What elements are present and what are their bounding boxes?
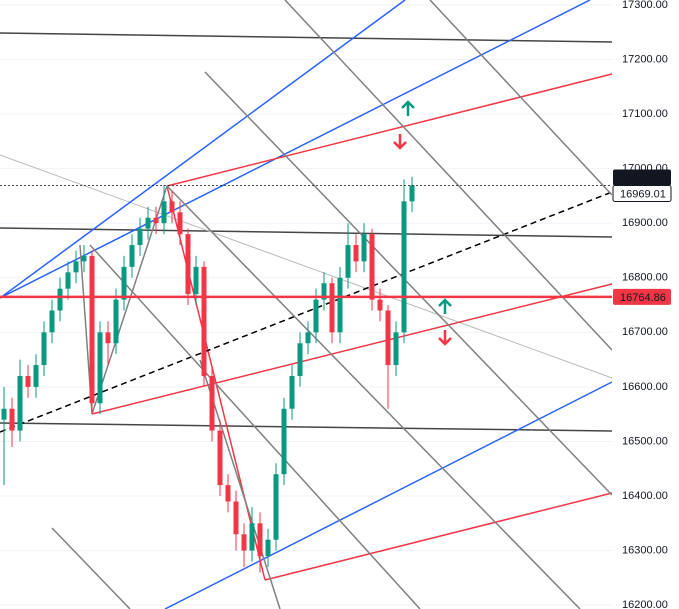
candle-body: [201, 266, 207, 376]
trend-line: [0, 422, 613, 432]
candle-body: [281, 408, 287, 475]
y-tick-label: 16700.00: [622, 326, 668, 338]
candle-body: [57, 288, 63, 311]
candle-body: [305, 332, 311, 344]
candle-body: [361, 234, 367, 262]
price-label-box: [613, 169, 671, 186]
candle-body: [233, 501, 239, 535]
trend-line: [0, 0, 591, 299]
candle-body: [1, 408, 7, 420]
candle-body: [161, 201, 167, 224]
candle-body: [145, 217, 151, 229]
candle-body: [177, 212, 183, 235]
trend-line: [0, 32, 613, 43]
drawings: [0, 0, 613, 609]
parallel-line: [89, 244, 421, 609]
candle-body: [49, 310, 55, 333]
candle-body: [9, 408, 15, 431]
y-tick-label: 17300.00: [622, 0, 668, 11]
candle-body: [89, 255, 95, 404]
candles: [0, 176, 612, 573]
y-tick-label: 17200.00: [622, 53, 668, 65]
price-label: 16764.86: [620, 292, 666, 304]
candle-body: [169, 201, 175, 213]
candle-body: [81, 255, 87, 262]
candle-body: [329, 283, 335, 333]
price-label: 16969.17: [620, 172, 666, 184]
candle-body: [113, 299, 119, 344]
y-tick-label: 17100.00: [622, 108, 668, 120]
candle-body: [121, 266, 127, 300]
parallel-line: [284, 0, 613, 351]
price-label-box: [612, 185, 672, 203]
parallel-line: [204, 71, 613, 496]
candle-body: [337, 277, 343, 333]
arrow-up: [438, 298, 452, 314]
trend-line: [164, 381, 613, 609]
trend-line: [91, 283, 613, 415]
trend-line: [0, 0, 406, 299]
candle-body: [409, 185, 415, 202]
candle-body: [129, 245, 135, 267]
y-tick-label: 16800.00: [622, 272, 668, 284]
trend-line: [264, 492, 613, 581]
candle-body: [137, 228, 143, 246]
candle-body: [185, 234, 191, 295]
candle-body: [249, 523, 255, 551]
arrow-down: [393, 134, 407, 150]
candle-body: [65, 272, 71, 289]
candle-body: [289, 375, 295, 409]
y-tick-label: 16500.00: [622, 435, 668, 447]
candle-body: [17, 375, 23, 431]
candle-body: [33, 365, 39, 387]
candle-body: [369, 234, 375, 300]
trend-line: [0, 154, 613, 379]
candle-body: [225, 485, 231, 502]
price-axis: 16200.00 16300.00 16400.00 16500.00 16600.00…: [612, 0, 679, 609]
candle-body: [265, 539, 271, 557]
candle-body: [153, 217, 159, 224]
y-tick-label: 16900.00: [622, 217, 668, 229]
candle-body: [313, 299, 319, 333]
trend-line: [0, 227, 613, 238]
price-label-box: [613, 288, 671, 305]
candle-body: [257, 523, 263, 557]
candle-body: [345, 245, 351, 278]
candle-body: [25, 375, 31, 387]
candle-body: [393, 332, 399, 366]
candle-body: [217, 430, 223, 486]
candle-body: [41, 332, 47, 366]
y-tick-label: 16400.00: [622, 490, 668, 502]
y-tick-label: 16300.00: [622, 545, 668, 557]
parallel-line: [51, 527, 131, 609]
arrow-up: [401, 100, 415, 116]
candle-body: [385, 310, 391, 366]
candle-body: [241, 534, 247, 551]
y-tick-label: 16600.00: [622, 381, 668, 393]
candle-body: [353, 245, 359, 262]
candle-body: [297, 343, 303, 376]
candle-body: [273, 474, 279, 540]
y-tick-label: 16200.00: [622, 599, 668, 609]
trend-line: [166, 73, 613, 187]
candle-body: [105, 332, 111, 344]
price-label: 16969.01: [620, 188, 666, 200]
candle-body: [377, 299, 383, 311]
candle-body: [209, 375, 215, 431]
candle-body: [193, 266, 199, 295]
candle-body: [401, 201, 407, 333]
candle-body: [73, 261, 79, 273]
arrow-down: [438, 330, 452, 346]
parallel-line: [166, 185, 581, 609]
candle-body: [321, 283, 327, 300]
parallel-line: [429, 0, 613, 196]
candle-body: [97, 332, 103, 404]
